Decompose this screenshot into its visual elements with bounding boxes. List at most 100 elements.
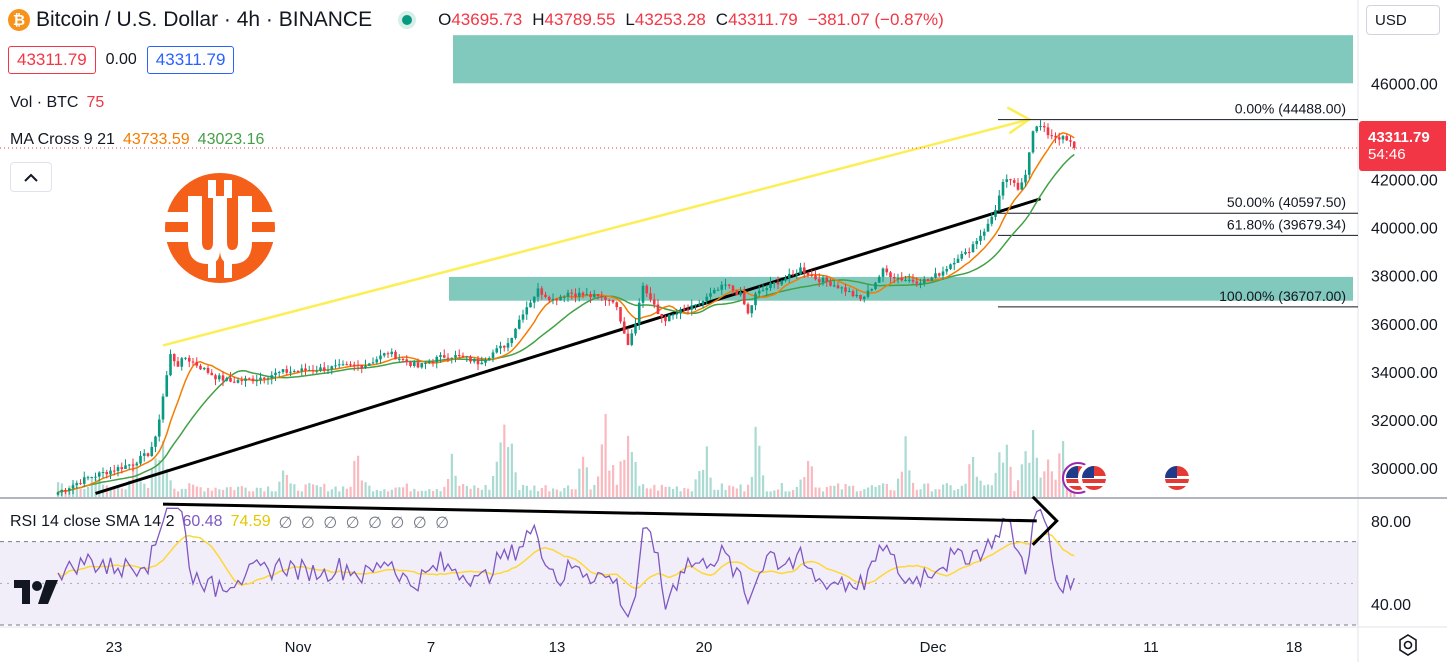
volume-legend[interactable]: Vol · BTC 75 [10, 94, 104, 112]
candle-body [667, 314, 671, 322]
candle-body [457, 355, 461, 357]
candle-body [251, 378, 255, 382]
time-tick-label: 7 [427, 639, 435, 656]
volume-bar [758, 445, 761, 497]
sell-button[interactable]: 43311.79 [8, 46, 96, 74]
candle-body [739, 292, 742, 296]
candle-body [544, 294, 547, 297]
candle-body [379, 355, 382, 360]
candle-body [596, 294, 600, 297]
volume-bar [867, 487, 870, 497]
time-tick-label: 20 [696, 639, 713, 656]
ma-cross-legend[interactable]: MA Cross 9 21 43733.59 43023.16 [10, 131, 264, 149]
volume-bar [184, 488, 187, 497]
volume-bar [818, 487, 821, 497]
volume-bar [859, 490, 862, 497]
volume-bar [372, 491, 375, 497]
volume-bar [507, 447, 510, 497]
candle-body [559, 296, 562, 301]
candle-body [1012, 180, 1016, 183]
volume-bar [237, 486, 240, 497]
volume-bar [949, 485, 952, 497]
volume-bar [769, 491, 772, 497]
candle-body [727, 284, 731, 286]
volume-bar [454, 475, 457, 497]
candle-body [720, 284, 724, 290]
candle-body [214, 375, 217, 380]
candle-body [514, 328, 517, 338]
volume-bar [465, 485, 468, 497]
candle-body [277, 371, 281, 373]
volume-bar [375, 489, 378, 497]
volume-bar [98, 480, 101, 497]
volume-bar [619, 461, 622, 497]
candle-body [975, 240, 979, 245]
candle-body [622, 321, 626, 334]
volume-bar [364, 482, 367, 497]
candle-body [679, 309, 682, 314]
candle-body [967, 251, 971, 253]
gear-icon[interactable] [1396, 633, 1420, 657]
candle-body [626, 333, 630, 345]
candle-body [247, 378, 251, 380]
volume-bar [563, 488, 566, 497]
volume-bar [604, 413, 607, 497]
candle-body [581, 292, 585, 296]
buy-button[interactable]: 43311.79 [146, 46, 235, 74]
candle-body [352, 364, 356, 366]
volume-bar [987, 484, 990, 497]
volume-bar [240, 486, 243, 497]
candle-body [221, 375, 225, 381]
candle-body [735, 290, 739, 296]
volume-bar [537, 491, 540, 497]
candle-body [319, 367, 322, 371]
volume-bar [698, 471, 701, 497]
rsi-sma-value: 74.59 [230, 513, 271, 530]
volume-bar [447, 478, 450, 497]
volume-bar [345, 488, 348, 497]
volume-bar [720, 483, 723, 497]
volume-bar [990, 485, 993, 497]
volume-bar [582, 456, 585, 497]
volume-bar [870, 485, 873, 497]
candle-body [862, 296, 866, 300]
volume-bar [705, 446, 708, 497]
volume-bar [660, 484, 663, 497]
candle-body [664, 317, 667, 322]
volume-bar [473, 485, 476, 497]
candle-body [502, 345, 506, 348]
currency-select[interactable]: USD [1366, 5, 1440, 35]
rsi-legend[interactable]: RSI 14 close SMA 14 2 60.48 74.59 ∅ ∅ ∅ … [10, 513, 451, 533]
volume-bar [75, 486, 78, 497]
candle-body [191, 361, 195, 363]
volume-bar [353, 460, 356, 497]
price-tick-label: 42000.00 [1371, 173, 1438, 190]
us-event-flag-icon [1078, 462, 1110, 494]
volume-bar [394, 487, 397, 497]
volume-bar [690, 491, 693, 497]
volume-bar [623, 459, 626, 497]
volume-bar [683, 488, 686, 497]
volume-bar [289, 483, 292, 497]
candle-body [562, 296, 566, 298]
candle-body [217, 375, 221, 380]
collapse-legend-button[interactable] [10, 162, 52, 192]
volume-bar [210, 490, 213, 497]
candle-body [532, 296, 536, 303]
candle-body [802, 267, 806, 273]
candle-body [124, 465, 127, 469]
volume-bar [642, 484, 645, 497]
candle-body [1061, 136, 1065, 140]
candle-body [281, 369, 285, 372]
volume-value: 75 [86, 94, 105, 111]
volume-bar [342, 486, 345, 497]
volume-bar [878, 485, 881, 497]
candle-body [71, 485, 75, 489]
candle-body [529, 302, 532, 308]
volume-bar [255, 487, 258, 497]
candle-body [964, 251, 967, 254]
volume-bar [672, 488, 675, 497]
tradingview-logo-icon[interactable] [12, 576, 62, 608]
symbol-title[interactable]: Bitcoin / U.S. Dollar · 4h · BINANCE [36, 8, 373, 31]
